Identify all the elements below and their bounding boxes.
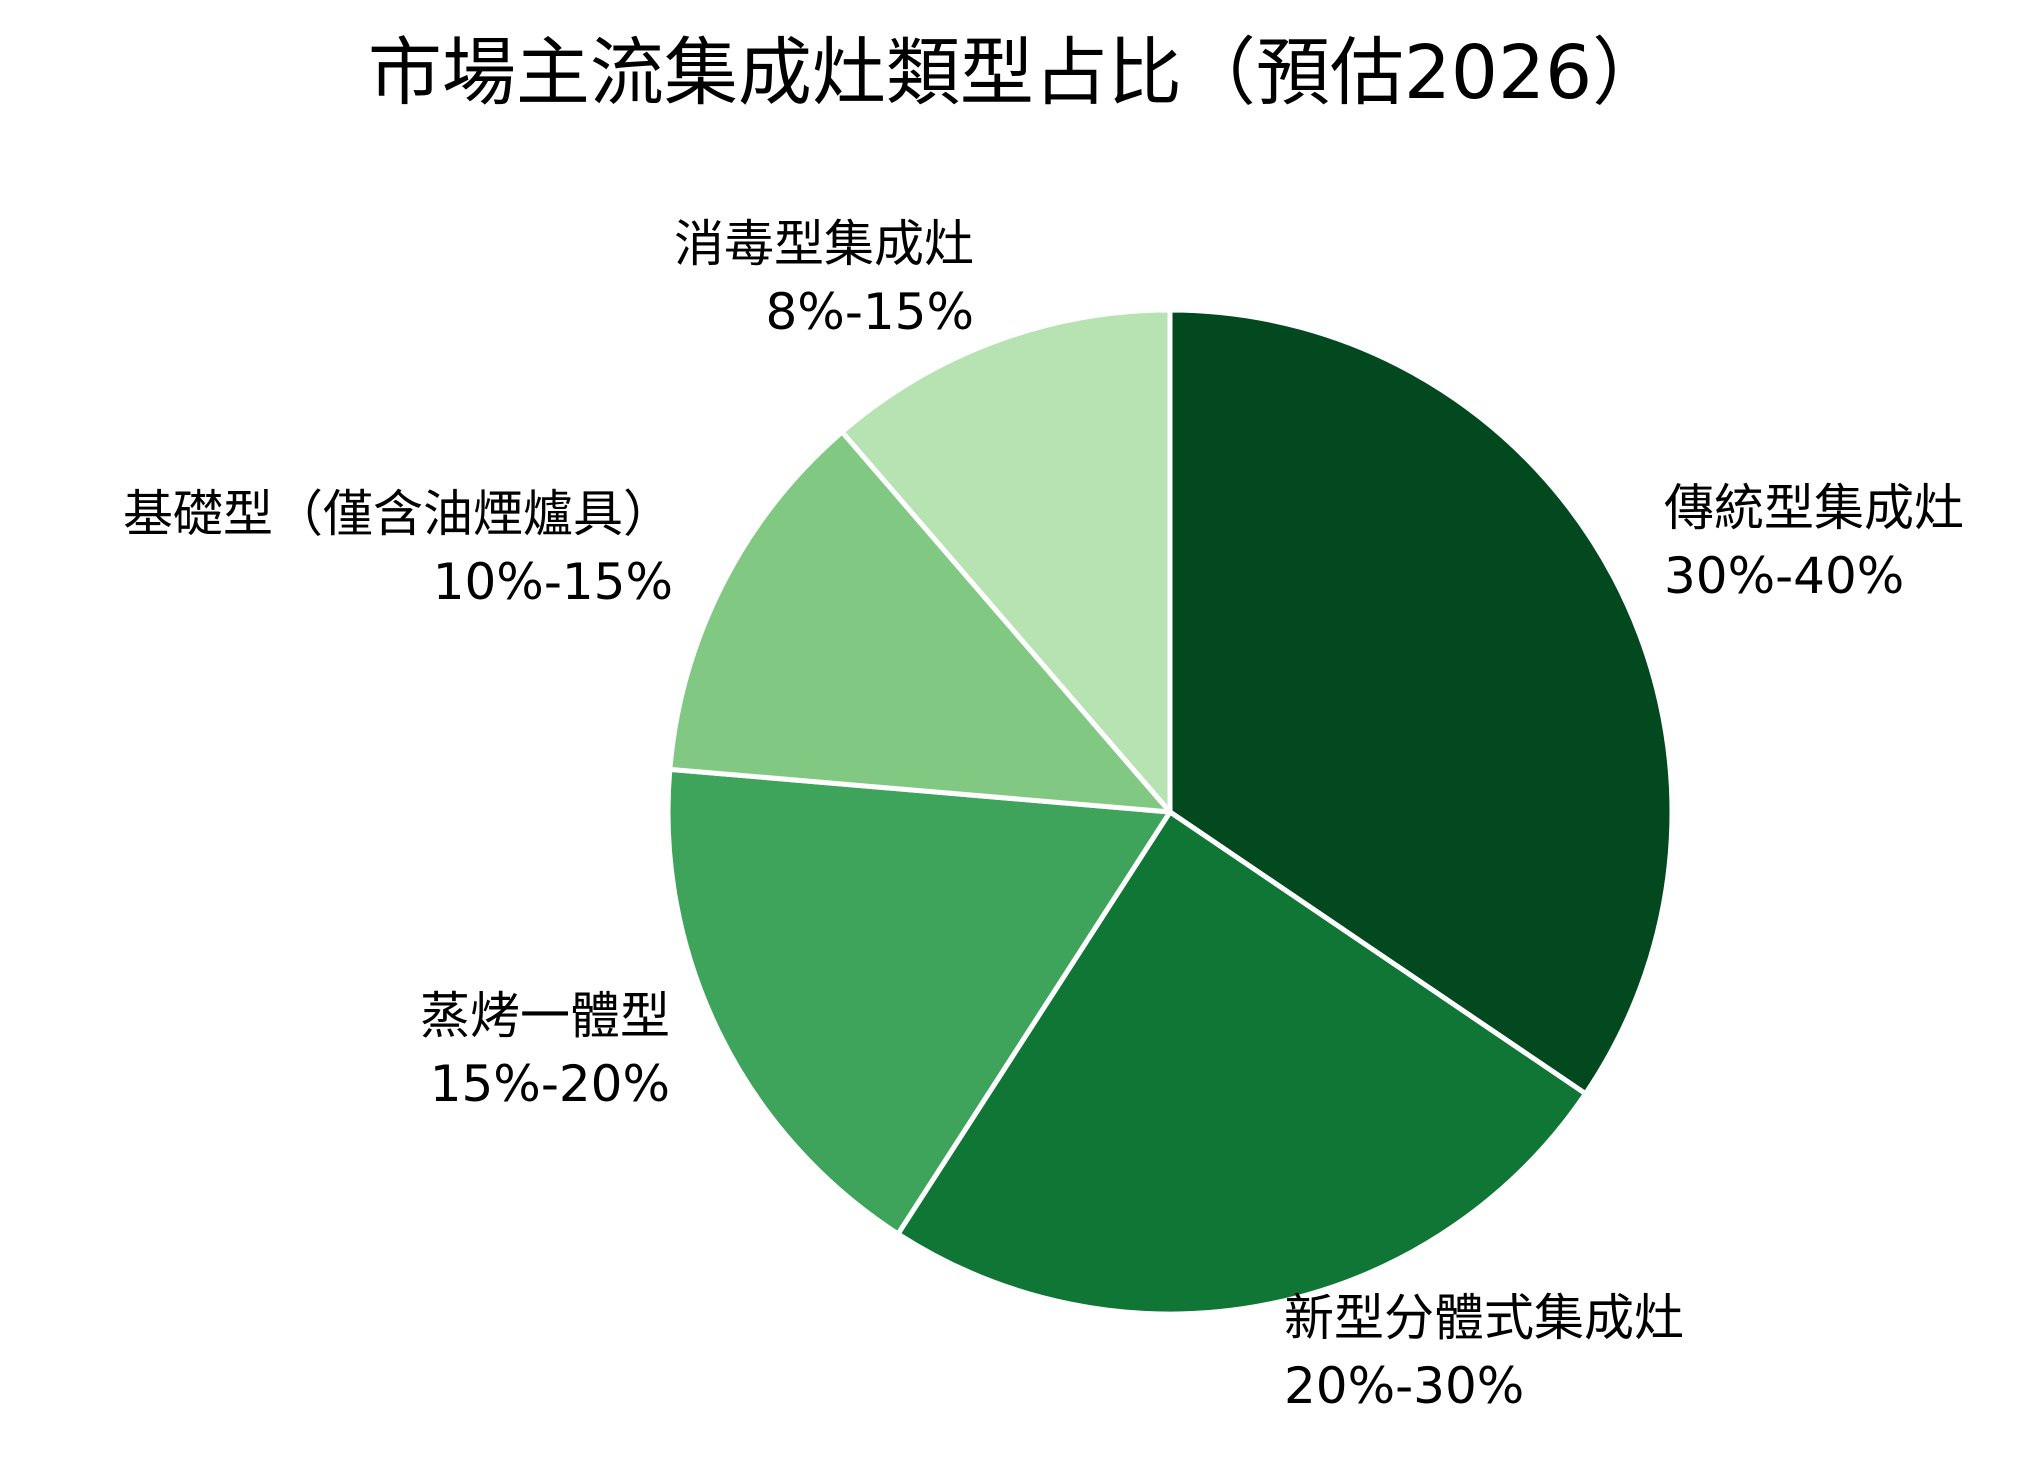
pie-slice-traditional — [1167, 307, 1675, 1097]
slice-label-steam-bake: 蒸烤一體型 15%-20% — [420, 982, 670, 1118]
slice-label-value: 30%-40% — [1664, 547, 1905, 605]
slice-label-name: 消毒型集成灶 — [674, 215, 974, 273]
slice-label-disinfection: 消毒型集成灶 8%-15% — [674, 210, 974, 346]
slice-label-value: 20%-30% — [1284, 1357, 1525, 1415]
slice-label-name: 新型分體式集成灶 — [1284, 1289, 1684, 1347]
slice-label-name: 基礎型（僅含油煙爐具） — [123, 485, 673, 543]
slice-label-value: 8%-15% — [765, 283, 975, 341]
pie-slice-split-type — [895, 809, 1588, 1317]
pie-slice-disinfection — [839, 307, 1173, 815]
slice-label-traditional: 傳統型集成灶 30%-40% — [1664, 474, 1964, 610]
chart-title: 市場主流集成灶類型占比（預估2026） — [367, 30, 1667, 116]
slice-label-name: 蒸烤一體型 — [420, 987, 670, 1045]
slice-label-value: 10%-15% — [432, 553, 673, 611]
slice-label-value: 15%-20% — [429, 1055, 670, 1113]
pie-slices — [665, 307, 1675, 1317]
pie-slice-basic — [667, 429, 1173, 815]
slice-label-split-type: 新型分體式集成灶 20%-30% — [1284, 1284, 1684, 1420]
slice-label-name: 傳統型集成灶 — [1664, 479, 1964, 537]
pie-slice-steam-bake — [665, 766, 1173, 1237]
slice-label-basic: 基礎型（僅含油煙爐具） 10%-15% — [123, 480, 673, 616]
